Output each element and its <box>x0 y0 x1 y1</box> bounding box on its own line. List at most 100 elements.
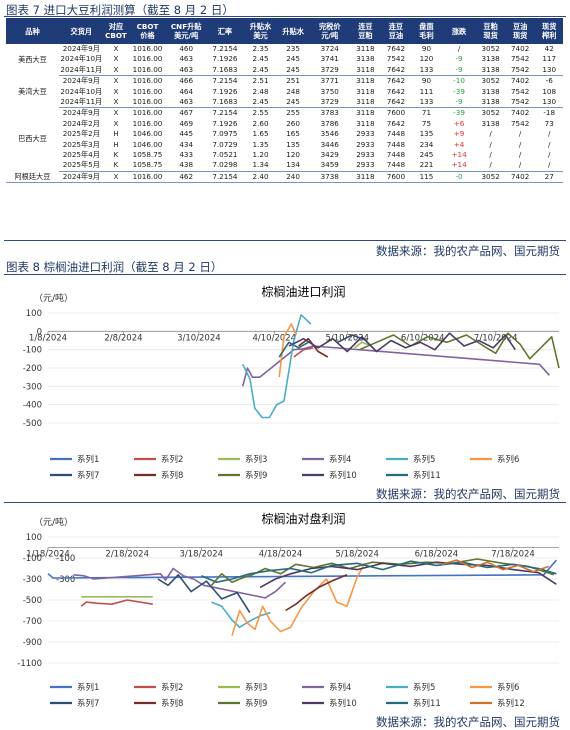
table7-cell: X <box>103 171 129 184</box>
table7-cell: 1058.75 <box>128 160 167 172</box>
x-tick-label: 6/10/2024 <box>401 333 445 343</box>
y-tick-label: 100 <box>26 533 42 543</box>
series-line-7 <box>157 574 251 614</box>
table7-cell: 2024年11月 <box>58 64 104 77</box>
table7-cell: 3138 <box>481 86 500 96</box>
table7-cell: / <box>457 44 461 53</box>
table7-cell: 255 <box>286 108 300 118</box>
series-line-5 <box>211 601 271 629</box>
table7-group-name: 美西大豆 <box>18 54 47 64</box>
table7-header-7: 升贴水 <box>276 18 310 44</box>
y-axis-unit: （元/吨） <box>34 516 73 528</box>
y-tick-label: -500 <box>23 596 42 606</box>
table-row: 2025年5月 K 1058.75 438 7.0298 1.34 134 3459 2933 7… <box>6 160 563 172</box>
table7-cell: 7642 <box>386 44 406 53</box>
chart-title: 棕榈油进口利润 <box>261 284 345 299</box>
table7-cell: 7.2154 <box>212 44 238 53</box>
table7-cell: 42 <box>544 44 554 53</box>
table7-cell: 469 <box>179 118 194 128</box>
table7-cell: 3052 <box>476 171 505 184</box>
legend-entry: 系列11 <box>413 470 441 481</box>
table7-cell: 2.55 <box>252 108 269 118</box>
table7-header-1: 交货月 <box>58 18 104 44</box>
legend-entry: 系列10 <box>329 470 357 481</box>
table7-header-4: CNF升贴 美元/吨 <box>166 18 206 44</box>
soybean-import-profit-table: 品种 交货月 对应 CBOT CBOT 价格 CNF升贴 美元/吨 汇率 升贴水 美元 升贴水… <box>6 18 563 184</box>
table7-header-11: 盘面 毛利 <box>411 18 442 44</box>
table7-cell: 463 <box>166 97 206 109</box>
table7-cell: 7542 <box>504 64 536 77</box>
legend-entry: 系列2 <box>161 454 183 465</box>
table7-cell: 3118 <box>350 171 381 184</box>
y-tick-label: -100 <box>23 554 42 564</box>
table7-cell: 7.0729 <box>212 139 238 149</box>
table7-cell: 3052 <box>481 76 500 86</box>
table7-cell: / <box>547 150 551 160</box>
table7-cell: 3729 <box>309 97 351 109</box>
table7-cell: 165 <box>286 129 300 139</box>
table7-cell: 133 <box>411 97 442 109</box>
table7-cell: 7402 <box>510 108 530 118</box>
table7-cell: 71 <box>421 108 432 118</box>
series-line-10 <box>288 332 516 353</box>
table7-header-9: 连豆 豆粕 <box>350 18 381 44</box>
y-tick-label: -300 <box>23 382 42 392</box>
series-line-11 <box>278 341 309 358</box>
table7-cell: 7642 <box>380 97 412 109</box>
table7-cell: 3118 <box>350 97 381 109</box>
table7-cell: 1016.00 <box>128 97 167 109</box>
table7-cell: 90 <box>421 76 432 86</box>
table7-cell: 260 <box>286 118 300 128</box>
table7-cell: 3750 <box>320 86 339 96</box>
table7-cell: 3138 <box>476 64 505 77</box>
legend-entry: 系列8 <box>161 698 183 709</box>
table7-cell: 1016.00 <box>132 54 163 64</box>
y-axis-unit: （元/吨） <box>34 292 73 304</box>
table7-cell: / <box>489 150 492 160</box>
table7-cell: 1.34 <box>244 160 277 172</box>
table7-cell: / <box>518 139 522 149</box>
table7-caption: 图表 7 进口大豆利润测算（截至 8 月 2 日） <box>6 3 234 17</box>
table7-cell: 3138 <box>481 54 500 64</box>
table7-cell: / <box>489 129 492 139</box>
y-tick-label: -700 <box>23 617 42 627</box>
table7-cell: +14 <box>451 150 467 160</box>
table7-cell: 251 <box>286 76 300 86</box>
legend-entry: 系列4 <box>329 682 351 693</box>
table7-cell: 3771 <box>320 76 339 86</box>
table7-cell: 73 <box>544 118 554 128</box>
table7-cell: 117 <box>542 54 557 64</box>
table7-cell: 3138 <box>356 54 375 64</box>
table7-cell: 3052 <box>481 108 500 118</box>
table7-cell: 120 <box>286 150 300 160</box>
table7-header-14: 豆油 现货 <box>504 18 536 44</box>
table7-cell: 3783 <box>320 108 339 118</box>
legend-entry: 系列5 <box>413 454 435 465</box>
inner-y-tick-label: -100 <box>56 554 75 564</box>
table-row: 2024年2月 X 1016.00 469 7.1926 2.60 260 3786 3118 7… <box>6 119 563 129</box>
x-tick-label: 4/18/2024 <box>259 550 303 560</box>
table7-cell: 7448 <box>386 129 406 139</box>
table7-cell: / <box>518 150 522 160</box>
x-tick-label: 3/18/2024 <box>180 550 224 560</box>
table7-cell: 130 <box>535 97 563 109</box>
table7-cell: 3118 <box>350 64 381 77</box>
table7-cell: 3052 <box>481 44 500 53</box>
table7-cell: 3459 <box>309 160 351 172</box>
series-line-4 <box>73 567 287 599</box>
table7-cell: 2.48 <box>252 86 269 96</box>
table7-cell: -39 <box>453 86 465 96</box>
table7-cell: 7.2154 <box>212 108 238 118</box>
table7-cell: 1016.00 <box>128 64 167 77</box>
table-row: 阿根廷大豆 2024年9月 X 1016.00 462 7.2154 2.40 240 3738… <box>6 171 563 184</box>
table7-cell: 7.2154 <box>205 171 245 184</box>
legend-entry: 系列9 <box>245 698 267 709</box>
table7-cell: 433 <box>179 150 194 160</box>
y-tick-label: -1100 <box>17 659 42 669</box>
table7-cell: 2025年5月 <box>58 160 104 172</box>
table7-group-name: 美湾大豆 <box>18 86 47 96</box>
table7-cell: 2.45 <box>244 64 277 77</box>
table7-cell: 7642 <box>386 76 406 86</box>
table7-bottom-rule <box>4 240 566 241</box>
table7-source: 数据来源：我的农产品网、国元期货 <box>376 244 560 258</box>
